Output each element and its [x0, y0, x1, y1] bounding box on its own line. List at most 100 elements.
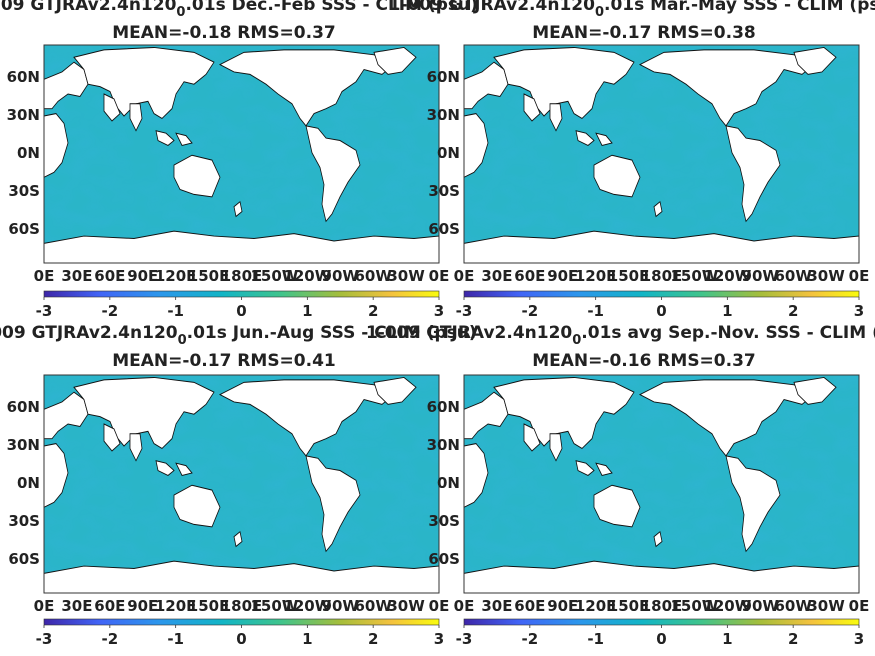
y-tick-label: 30N	[7, 106, 40, 124]
x-tick-label: 90W	[742, 267, 780, 285]
map-frame	[463, 374, 860, 594]
colorbar-tick-label: -2	[101, 302, 118, 320]
x-tick-label: 90W	[322, 597, 360, 615]
y-tick-label: 0N	[437, 474, 460, 492]
x-tick-label: 0E	[34, 597, 55, 615]
colorbar-tick-label: 3	[434, 630, 444, 648]
colorbar	[463, 290, 860, 298]
y-tick-label: 30N	[427, 106, 460, 124]
x-tick-label: 90E	[547, 267, 578, 285]
map-panel-2: 1-009 GTJRAv2.4n1200.01s Mar.-May SSS - …	[389, 0, 875, 320]
colorbar-tick-label: 3	[434, 302, 444, 320]
panel-title: 1-009 GTJRAv2.4n1200.01s Jun.-Aug SSS - …	[0, 323, 477, 348]
anomaly-map	[463, 374, 860, 594]
x-tick-label: 30W	[387, 597, 425, 615]
map-panel-3: 1-009 GTJRAv2.4n1200.01s Jun.-Aug SSS - …	[0, 323, 477, 648]
x-tick-label: 60W	[354, 267, 392, 285]
y-tick-label: 60N	[427, 68, 460, 86]
x-tick-label: 90W	[742, 597, 780, 615]
colorbar-tick-label: 1	[302, 630, 312, 648]
map-frame	[43, 374, 440, 594]
x-tick-label: 0E	[34, 267, 55, 285]
colorbar	[43, 618, 440, 626]
x-tick-label: 120E	[575, 267, 617, 285]
y-tick-label: 30N	[7, 436, 40, 454]
map-panel-1: 1-009 GTJRAv2.4n1200.01s Dec.-Feb SSS - …	[0, 0, 478, 320]
map-frame	[463, 44, 860, 264]
y-tick-label: 60N	[7, 398, 40, 416]
x-tick-label: 150E	[188, 267, 230, 285]
x-tick-label: 60E	[94, 597, 125, 615]
map-frame	[43, 44, 440, 264]
panel-stats: MEAN=-0.17 RMS=0.38	[532, 23, 756, 43]
panel-title: 1-009 GTJRAv2.4n1200.01s Dec.-Feb SSS - …	[0, 0, 478, 20]
x-tick-label: 0E	[454, 267, 475, 285]
y-tick-label: 30S	[8, 182, 40, 200]
colorbar	[463, 618, 860, 626]
colorbar-tick-label: 2	[788, 630, 798, 648]
y-tick-label: 60S	[8, 220, 40, 238]
x-tick-label: 30E	[481, 597, 512, 615]
y-tick-label: 0N	[17, 474, 40, 492]
y-tick-label: 60S	[8, 550, 40, 568]
x-tick-label: 60W	[774, 267, 812, 285]
panel-stats: MEAN=-0.18 RMS=0.37	[112, 23, 336, 43]
x-tick-label: 30W	[387, 267, 425, 285]
colorbar-tick-label: -1	[167, 302, 184, 320]
colorbar-tick-label: 0	[656, 630, 666, 648]
colorbar-tick-label: 1	[302, 302, 312, 320]
panel-title: 1-009 GTJRAv2.4n1200.01s avg Sep.-Nov. S…	[366, 323, 875, 348]
colorbar-tick-label: -3	[456, 630, 473, 648]
x-tick-label: 120E	[575, 597, 617, 615]
colorbar-tick-label: 0	[236, 630, 246, 648]
x-tick-label: 150W	[250, 267, 298, 285]
y-tick-label: 30S	[8, 512, 40, 530]
colorbar-tick-label: -3	[36, 302, 53, 320]
x-tick-label: 30E	[61, 597, 92, 615]
panel-stats: MEAN=-0.17 RMS=0.41	[112, 351, 336, 371]
x-tick-label: 120W	[283, 267, 331, 285]
x-tick-label: 30W	[807, 267, 845, 285]
x-tick-label: 60E	[94, 267, 125, 285]
y-tick-label: 30S	[428, 512, 460, 530]
y-tick-label: 60S	[428, 550, 460, 568]
x-tick-label: 0E	[849, 267, 870, 285]
colorbar-tick-label: -1	[587, 302, 604, 320]
colorbar	[43, 290, 440, 298]
colorbar-tick-label: 1	[722, 630, 732, 648]
x-tick-label: 30W	[807, 597, 845, 615]
colorbar-tick-label: 2	[368, 302, 378, 320]
colorbar-tick-label: 1	[722, 302, 732, 320]
y-tick-label: 60N	[427, 398, 460, 416]
x-tick-label: 60E	[514, 267, 545, 285]
x-tick-label: 180E	[641, 597, 683, 615]
y-tick-label: 60S	[428, 220, 460, 238]
x-tick-label: 60E	[514, 597, 545, 615]
x-tick-label: 150E	[608, 597, 650, 615]
colorbar-tick-label: 3	[854, 630, 864, 648]
anomaly-map	[43, 374, 440, 594]
x-tick-label: 180E	[221, 597, 263, 615]
x-tick-label: 0E	[849, 597, 870, 615]
colorbar-tick-label: 2	[788, 302, 798, 320]
x-tick-label: 150W	[670, 597, 718, 615]
colorbar-tick-label: -1	[587, 630, 604, 648]
colorbar-tick-label: -3	[36, 630, 53, 648]
panel-title: 1-009 GTJRAv2.4n1200.01s Mar.-May SSS - …	[389, 0, 875, 20]
colorbar-tick-label: -1	[167, 630, 184, 648]
colorbar-tick-label: 2	[368, 630, 378, 648]
colorbar-tick-label: 0	[656, 302, 666, 320]
x-tick-label: 90W	[322, 267, 360, 285]
colorbar-tick-label: -2	[521, 630, 538, 648]
colorbar-tick-label: -3	[456, 302, 473, 320]
x-tick-label: 150W	[670, 267, 718, 285]
colorbar-tick-label: 0	[236, 302, 246, 320]
y-tick-label: 30S	[428, 182, 460, 200]
x-tick-label: 180E	[641, 267, 683, 285]
x-tick-label: 120W	[703, 267, 751, 285]
x-tick-label: 150E	[188, 597, 230, 615]
x-tick-label: 120E	[155, 597, 197, 615]
x-tick-label: 90E	[127, 267, 158, 285]
x-tick-label: 0E	[429, 597, 450, 615]
